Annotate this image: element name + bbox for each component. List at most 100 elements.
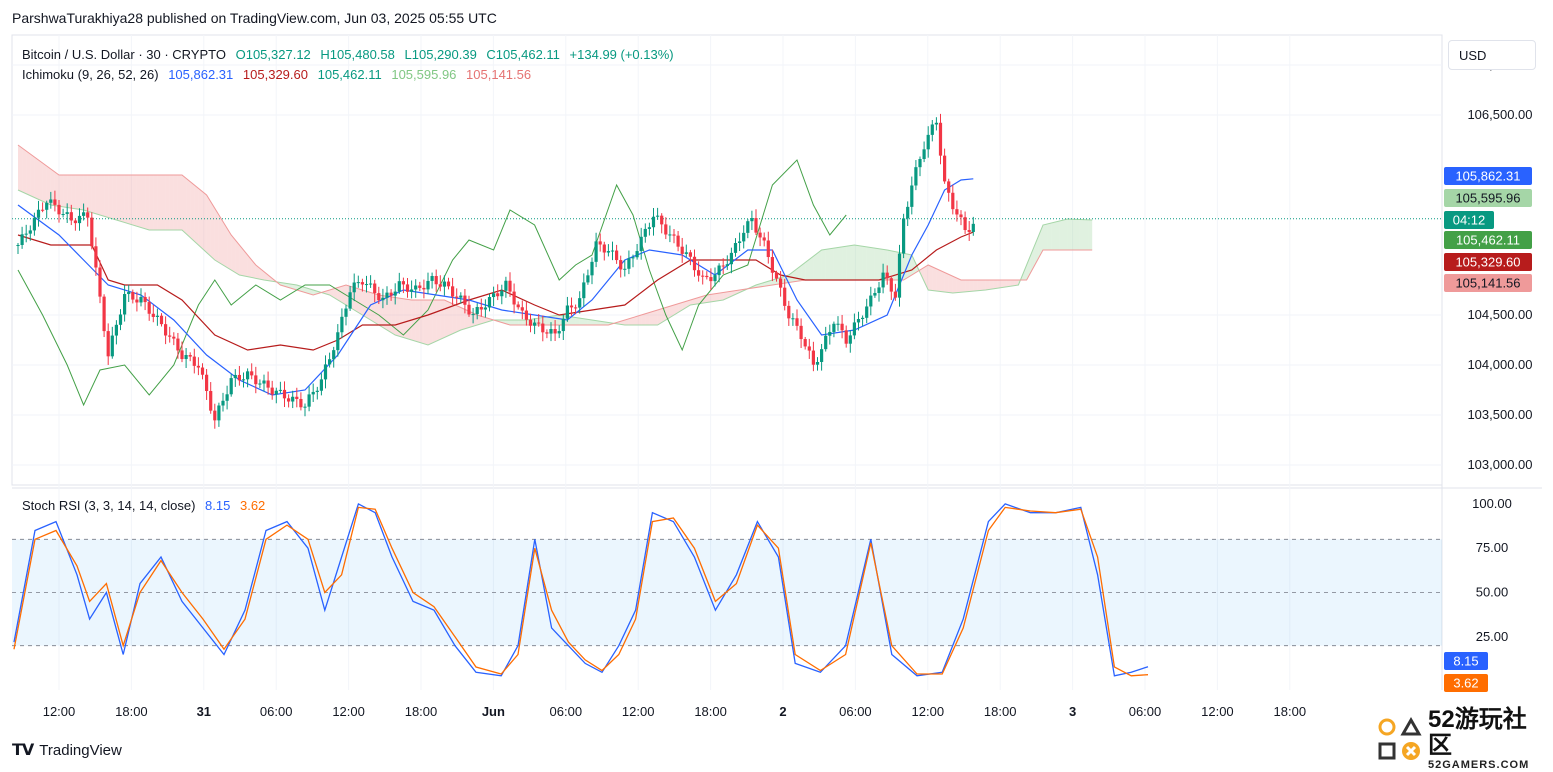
symbol-legend: Bitcoin / U.S. Dollar · 30 · CRYPTO O105…: [22, 45, 674, 65]
stoch-d-value: 3.62: [239, 498, 266, 513]
cloud-segment: [932, 266, 937, 291]
candle-body: [422, 287, 426, 290]
ichimoku-base-value: 105,329.60: [242, 67, 308, 82]
candle-body: [77, 215, 82, 224]
candle-body: [282, 389, 287, 399]
cloud-segment: [948, 274, 953, 293]
candle-body: [918, 159, 922, 168]
stoch-tick-label: 25.00: [1476, 629, 1509, 644]
cloud-segment: [415, 300, 420, 343]
candle-body: [824, 335, 828, 350]
candle-body: [196, 365, 200, 368]
cloud-segment: [411, 300, 416, 342]
candle-body: [926, 134, 930, 150]
grid-lines: [11, 34, 1542, 690]
cloud-segment: [432, 300, 437, 344]
ichimoku-lagging-line: [17, 159, 847, 407]
cloud-segment: [387, 296, 392, 333]
time-tick-label: 31: [197, 704, 211, 719]
cloud-segment: [165, 175, 170, 230]
candle-body: [377, 293, 381, 301]
cloud-segment: [91, 175, 96, 214]
candle-body: [192, 356, 196, 366]
candle-body: [479, 306, 483, 310]
candle-body: [69, 212, 73, 221]
cloud-segment: [362, 290, 367, 318]
cloud-segment: [850, 245, 855, 280]
time-tick-label: 18:00: [984, 704, 1017, 719]
cloud-segment: [169, 175, 174, 230]
candle-body: [602, 244, 606, 253]
cloud-segment: [243, 250, 248, 277]
cloud-segment: [473, 313, 478, 327]
cloud-segment: [399, 298, 404, 338]
cloud-segment: [108, 175, 113, 219]
candle-body: [356, 282, 360, 284]
candle-body: [147, 302, 151, 314]
candle-body: [943, 155, 947, 182]
cloud-segment: [235, 240, 240, 275]
candle-body: [586, 275, 590, 283]
cloud-segment: [583, 318, 588, 325]
cloud-segment: [907, 254, 912, 278]
candle-body: [906, 206, 910, 219]
time-tick-label: 06:00: [1129, 704, 1162, 719]
cloud-segment: [1088, 219, 1093, 250]
candle-body: [414, 285, 418, 290]
price-badges: 105,862.31 105,595.96 04:12 105,462.11 105,3…: [1444, 167, 1532, 692]
cloud-segment: [846, 245, 851, 280]
candle-body: [430, 276, 434, 281]
candle-body: [910, 185, 914, 207]
candle-body: [451, 286, 455, 297]
candle-body: [610, 250, 615, 252]
cloud-segment: [128, 175, 133, 225]
cloud-segment: [858, 245, 863, 280]
candle-body: [627, 258, 631, 269]
cloud-segment: [358, 288, 363, 315]
candle-body: [410, 289, 414, 292]
cloud-segment: [30, 154, 35, 198]
candle-body: [774, 272, 779, 279]
cloud-segment: [67, 175, 72, 209]
cloud-segment: [1059, 220, 1064, 250]
cloud-segment: [173, 175, 178, 230]
stoch-tick-label: 100.00: [1472, 496, 1512, 511]
candle-body: [49, 199, 53, 203]
candle-body: [176, 338, 180, 351]
watermark-title: 52游玩社区: [1428, 706, 1527, 759]
candle-body: [955, 209, 959, 215]
cloud-segment: [1010, 280, 1015, 287]
time-tick-label: 2: [779, 704, 786, 719]
tradingview-brand[interactable]: 𝗧𝗩 TradingView: [12, 740, 122, 760]
currency-button[interactable]: USD: [1448, 40, 1536, 70]
candle-body: [762, 237, 766, 241]
candle-body: [893, 291, 897, 298]
published-caption: ParshwaTurakhiya28 published on TradingV…: [12, 10, 497, 26]
candle-body: [229, 378, 233, 395]
cloud-segment: [997, 280, 1002, 289]
badge-stoch-d-bg: [1444, 674, 1488, 692]
badge-spanA: 105,595.96: [1455, 191, 1520, 206]
candle-body: [766, 240, 770, 258]
cloud-segment: [887, 250, 892, 280]
time-tick-label: 18:00: [1274, 704, 1307, 719]
candle-body: [688, 252, 692, 257]
cloud-segment: [678, 302, 683, 313]
candle-body: [41, 209, 45, 211]
cloud-segment: [628, 317, 633, 325]
candle-body: [94, 246, 98, 268]
candle-body: [865, 306, 869, 318]
candle-body: [528, 319, 533, 326]
cloud-segment: [940, 270, 945, 292]
time-tick-label: Jun: [482, 704, 505, 719]
badge-conversion: 105,862.31: [1455, 169, 1520, 184]
cloud-segment: [596, 320, 601, 325]
candle-body: [500, 290, 504, 297]
ichimoku-conversion-line: [17, 178, 974, 396]
tradingview-logo-icon: 𝗧𝗩: [12, 742, 34, 759]
cloud-segment: [879, 248, 884, 280]
candle-body: [188, 355, 192, 357]
cloud-segment: [710, 293, 715, 302]
candle-body: [615, 250, 619, 261]
